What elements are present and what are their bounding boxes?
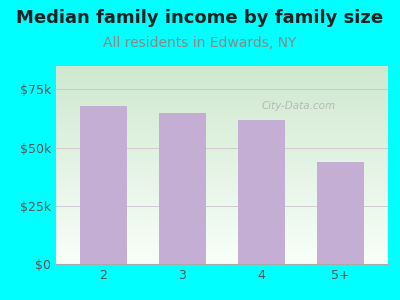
Bar [238,120,285,264]
Text: All residents in Edwards, NY: All residents in Edwards, NY [103,36,297,50]
Text: City-Data.com: City-Data.com [261,100,336,111]
Bar [317,161,364,264]
Text: Median family income by family size: Median family income by family size [16,9,384,27]
Bar [80,106,127,264]
Bar [159,112,206,264]
